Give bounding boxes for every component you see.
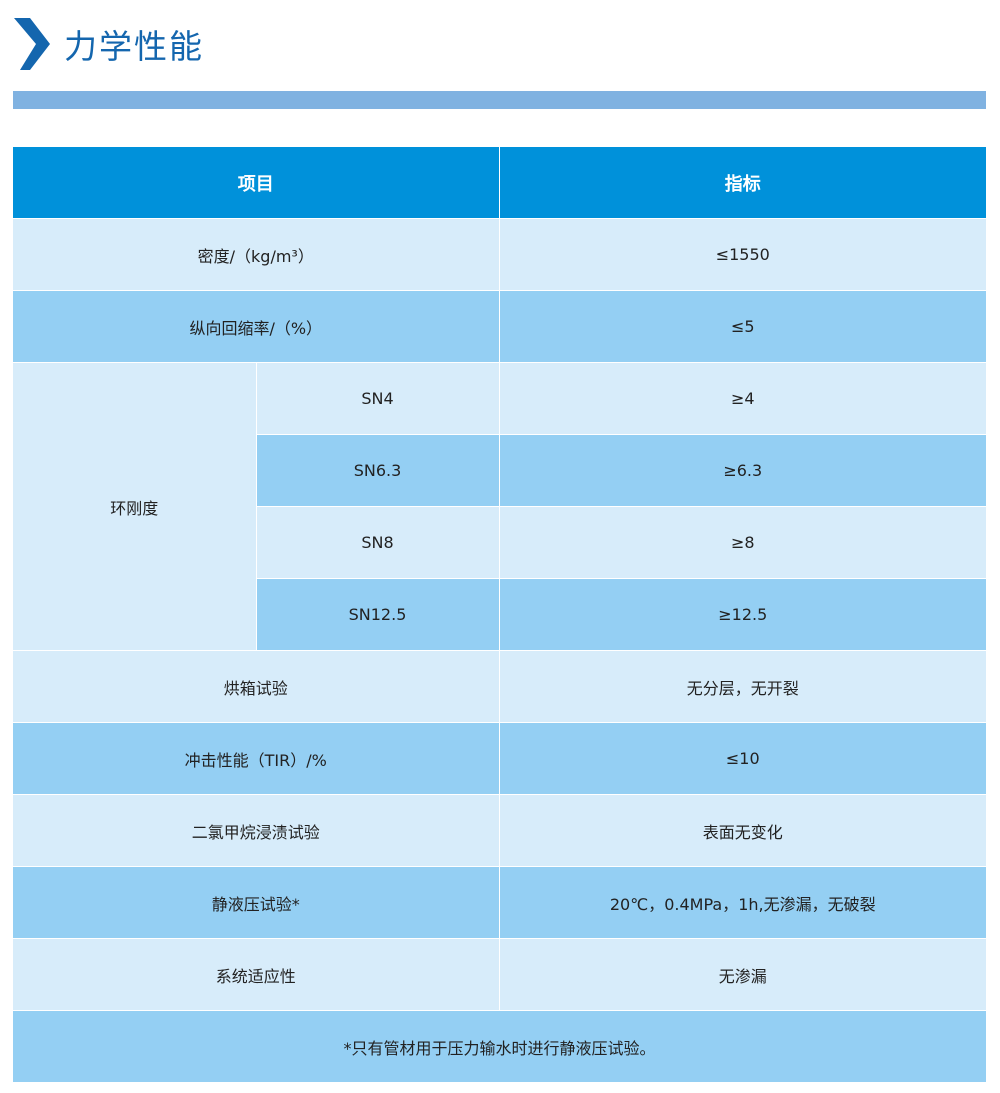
cell-item: 二氯甲烷浸渍试验 [13, 794, 500, 867]
chevron-right-icon [14, 18, 50, 70]
header-value: 指标 [498, 147, 986, 219]
cell-subitem: SN12.5 [256, 578, 500, 651]
cell-item: 纵向回缩率/（%） [13, 290, 500, 363]
footnote-row: *只有管材用于压力输水时进行静液压试验。 [13, 1010, 986, 1083]
cell-item: 冲击性能（TIR）/% [13, 722, 500, 795]
properties-table: 项目 指标 密度/（kg/m³） ≤1550 纵向回缩率/（%） ≤5 环刚度 SN4… [13, 147, 986, 1083]
table-row: 静液压试验* 20℃，0.4MPa，1h,无渗漏，无破裂 [13, 866, 986, 939]
accent-bar [13, 91, 986, 109]
table-row: 二氯甲烷浸渍试验 表面无变化 [13, 794, 986, 867]
cell-value: ≥8 [498, 506, 986, 579]
cell-value: 20℃，0.4MPa，1h,无渗漏，无破裂 [498, 866, 986, 939]
cell-subitem: SN6.3 [256, 434, 500, 507]
cell-value: ≥12.5 [498, 578, 986, 651]
cell-value: 无渗漏 [498, 938, 986, 1011]
table-row: SN6.3 ≥6.3 [13, 434, 986, 507]
table-header: 项目 指标 [13, 147, 986, 219]
cell-value: ≤10 [498, 722, 986, 795]
cell-value: 表面无变化 [498, 794, 986, 867]
section-heading: 力学性能 [14, 18, 204, 70]
footnote: *只有管材用于压力输水时进行静液压试验。 [13, 1010, 986, 1083]
cell-item: 密度/（kg/m³） [13, 218, 500, 291]
table-row: 烘箱试验 无分层，无开裂 [13, 650, 986, 723]
cell-value: ≥6.3 [498, 434, 986, 507]
cell-item: 烘箱试验 [13, 650, 500, 723]
page-title: 力学性能 [64, 27, 204, 66]
table-row: 密度/（kg/m³） ≤1550 [13, 218, 986, 291]
table-row: 冲击性能（TIR）/% ≤10 [13, 722, 986, 795]
cell-value: ≤5 [498, 290, 986, 363]
table-row: 纵向回缩率/（%） ≤5 [13, 290, 986, 363]
cell-subitem: SN4 [255, 362, 500, 435]
cell-value: ≥4 [498, 362, 986, 435]
cell-value: ≤1550 [498, 218, 986, 291]
cell-item: 系统适应性 [13, 938, 500, 1011]
cell-group-label: 环刚度 [13, 362, 257, 651]
table-row: 系统适应性 无渗漏 [13, 938, 986, 1011]
header-item: 项目 [13, 147, 500, 219]
cell-value: 无分层，无开裂 [498, 650, 986, 723]
cell-subitem: SN8 [256, 506, 500, 579]
table-row: 环刚度 SN4 ≥4 [13, 362, 986, 651]
cell-item: 静液压试验* [13, 866, 500, 939]
